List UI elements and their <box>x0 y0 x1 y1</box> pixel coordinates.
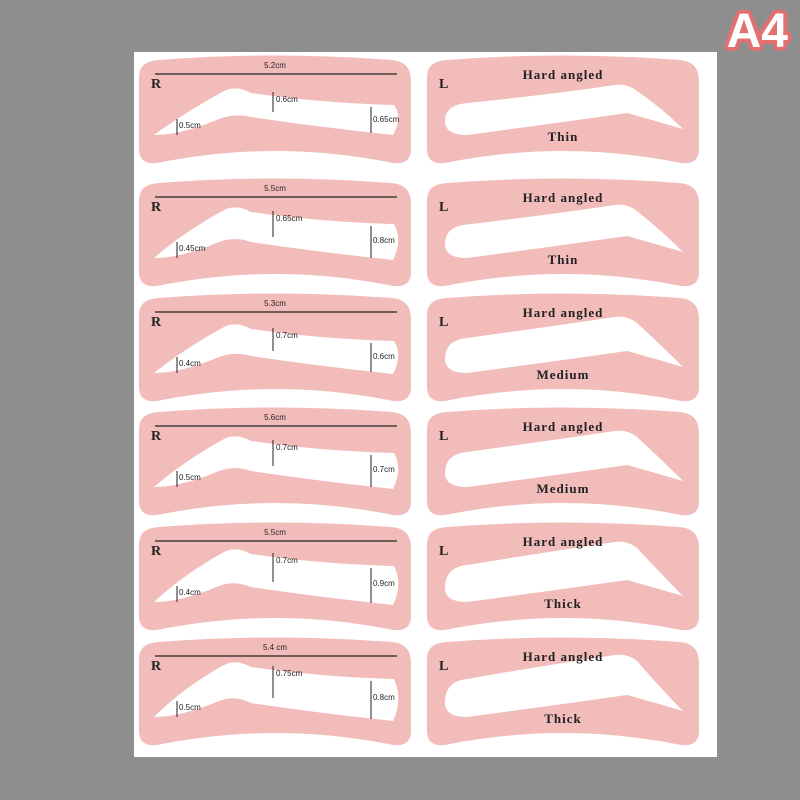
measure-1: 0.4cm <box>179 359 201 368</box>
measure-1: 0.5cm <box>179 121 201 130</box>
brow-cutout <box>154 324 399 374</box>
measure-3: 0.6cm <box>373 352 395 361</box>
measure-3: 0.7cm <box>373 465 395 474</box>
measure-1: 0.5cm <box>179 473 201 482</box>
brow-cutout <box>445 430 683 487</box>
left-brow-stencil: L Hard angled Thick <box>427 522 699 634</box>
measure-1: 0.4cm <box>179 588 201 597</box>
side-label: R <box>151 659 162 674</box>
brow-cutout <box>445 84 683 135</box>
right-brow-stencil: R 5.6cm 0.5cm 0.7cm 0.7cm <box>139 407 411 519</box>
thickness-label: Thick <box>544 711 582 726</box>
shape-label: Hard angled <box>522 190 604 205</box>
side-label: L <box>439 315 449 330</box>
side-label: R <box>151 429 162 444</box>
shape-label: Hard angled <box>522 534 604 549</box>
side-label: L <box>439 659 449 674</box>
brow-cutout <box>445 316 683 373</box>
measure-3: 0.8cm <box>373 236 395 245</box>
measure-3: 0.65cm <box>373 115 400 124</box>
measure-1: 0.45cm <box>179 244 206 253</box>
side-label: R <box>151 200 162 215</box>
measure-2: 0.7cm <box>276 331 298 340</box>
left-brow-stencil: L Hard angled Medium <box>427 293 699 405</box>
brow-cutout <box>154 662 399 721</box>
side-label: R <box>151 315 162 330</box>
thickness-label: Thick <box>544 596 582 611</box>
measure-3: 0.9cm <box>373 579 395 588</box>
right-brow-stencil: R 5.3cm 0.4cm 0.7cm 0.6cm <box>139 293 411 405</box>
thickness-label: Medium <box>536 367 590 382</box>
measure-1: 0.5cm <box>179 703 201 712</box>
measure-2: 0.7cm <box>276 556 298 565</box>
right-brow-stencil: R 5.4 cm 0.5cm 0.75cm 0.8cm <box>139 637 411 749</box>
thickness-label: Thin <box>547 129 579 144</box>
brow-cutout <box>154 549 399 605</box>
right-brow-stencil: R 5.5cm 0.45cm 0.65cm 0.8cm <box>139 178 411 290</box>
width-label: 5.2cm <box>264 61 286 70</box>
side-label: L <box>439 544 449 559</box>
left-brow-stencil: L Hard angled Thick <box>427 637 699 749</box>
brow-cutout <box>154 88 399 135</box>
side-label: L <box>439 200 449 215</box>
shape-label: Hard angled <box>522 305 604 320</box>
shape-label: Hard angled <box>522 67 604 82</box>
shape-label: Hard angled <box>522 419 604 434</box>
width-label: 5.6cm <box>264 413 286 422</box>
width-label: 5.5cm <box>264 184 286 193</box>
width-label: 5.5cm <box>264 528 286 537</box>
right-brow-stencil: R 5.2cm 0.5cm 0.6cm 0.65cm <box>139 55 411 167</box>
left-brow-stencil: L Hard angled Thin <box>427 178 699 290</box>
side-label: L <box>439 77 449 92</box>
left-brow-stencil: L Hard angled Thin <box>427 55 699 167</box>
measure-2: 0.7cm <box>276 443 298 452</box>
measure-2: 0.75cm <box>276 669 303 678</box>
width-label: 5.3cm <box>264 299 286 308</box>
width-label: 5.4 cm <box>262 643 287 652</box>
a4-badge: A4 <box>726 5 788 58</box>
right-brow-stencil: R 5.5cm 0.4cm 0.7cm 0.9cm <box>139 522 411 634</box>
thickness-label: Medium <box>536 481 590 496</box>
brow-cutout <box>154 207 399 260</box>
side-label: L <box>439 429 449 444</box>
brow-cutout <box>445 541 683 602</box>
brow-cutout <box>445 204 683 258</box>
shape-label: Hard angled <box>522 649 604 664</box>
measure-2: 0.65cm <box>276 214 303 223</box>
left-brow-stencil: L Hard angled Medium <box>427 407 699 519</box>
brow-cutout <box>154 436 399 489</box>
measure-3: 0.8cm <box>373 693 395 702</box>
measure-2: 0.6cm <box>276 95 298 104</box>
side-label: R <box>151 544 162 559</box>
brow-cutout <box>445 654 683 717</box>
thickness-label: Thin <box>547 252 579 267</box>
stencil-sheet: R 5.2cm 0.5cm 0.6cm 0.65cm R 5.5cm 0.45cm 0.65cm… <box>134 52 717 757</box>
side-label: R <box>151 77 162 92</box>
